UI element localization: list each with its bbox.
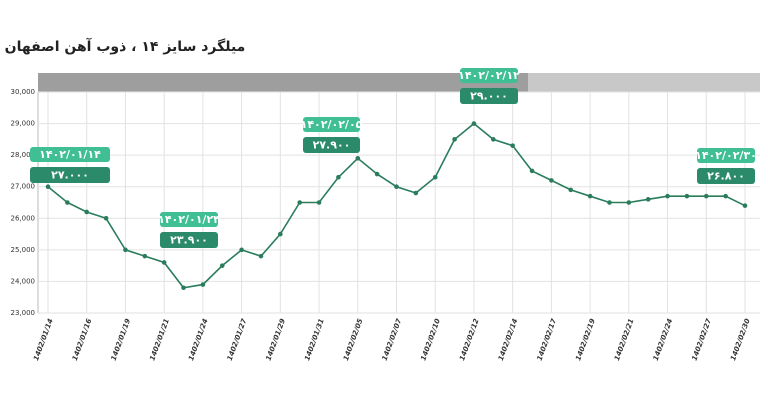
annotation-date: ۱۴۰۲/۰۱/۲۴ <box>158 213 220 226</box>
annotation-value: ۲۳.۹۰۰ <box>170 234 208 247</box>
point <box>491 137 496 142</box>
annotation-value: ۲۷.۹۰۰ <box>313 139 351 152</box>
x-tick-label: 1402/01/21 <box>148 318 171 362</box>
annotation-value-box <box>30 167 110 183</box>
point <box>239 247 244 253</box>
annotation-date-box <box>160 212 218 227</box>
range-slider-selection[interactable] <box>38 73 528 92</box>
y-tick-label: 24,000 <box>11 277 36 285</box>
x-tick-label: 1402/01/31 <box>303 318 326 362</box>
x-tick-label: 1402/02/10 <box>419 318 442 362</box>
annotation-value-box <box>303 137 360 153</box>
x-tick-label: 1402/02/07 <box>381 318 404 362</box>
point <box>568 187 574 193</box>
point <box>374 171 380 177</box>
y-tick-label: 29,000 <box>11 120 36 128</box>
x-tick-label: 1402/02/17 <box>536 318 559 362</box>
point <box>355 156 361 161</box>
annotation-date-box <box>460 68 518 83</box>
point <box>452 137 457 142</box>
point <box>45 184 51 190</box>
point <box>413 190 419 196</box>
point <box>703 193 709 199</box>
x-tick-label: 1402/02/05 <box>342 318 365 362</box>
point <box>626 200 632 205</box>
x-tick-label: 1402/01/16 <box>71 318 94 362</box>
point <box>258 253 264 259</box>
annotation-value-box <box>460 88 518 104</box>
annotation-value-box <box>697 168 755 184</box>
annotation-date-box <box>303 117 360 132</box>
annotation-date: ۱۴۰۲/۰۲/۰۵ <box>301 118 363 131</box>
point <box>645 197 651 202</box>
point <box>607 200 612 205</box>
point <box>665 193 670 199</box>
annotation-value: ۲۹.۰۰۰ <box>470 90 508 103</box>
annotation-date: ۱۴۰۲/۰۲/۱۲ <box>458 69 520 82</box>
point <box>742 203 748 208</box>
point <box>316 200 322 205</box>
y-tick-label: 23,000 <box>11 309 36 317</box>
y-tick-label: 30,000 <box>11 88 36 96</box>
point <box>219 263 225 268</box>
x-tick-label: 1402/02/27 <box>690 318 713 362</box>
x-tick-label: 1402/02/14 <box>497 318 520 362</box>
point <box>278 231 283 237</box>
point <box>65 200 70 205</box>
point <box>471 121 477 126</box>
y-tick-label: 26,000 <box>11 214 36 222</box>
y-tick-label: 25,000 <box>11 246 36 254</box>
point <box>549 178 554 183</box>
annotation-value-box <box>160 232 218 248</box>
y-tick-label: 28,000 <box>11 151 36 159</box>
point <box>161 260 167 265</box>
x-tick-label: 1402/02/30 <box>729 318 752 362</box>
x-tick-label: 1402/01/29 <box>264 318 287 362</box>
annotation-value: ۲۶.۸۰۰ <box>707 170 745 183</box>
point <box>684 193 690 199</box>
point <box>297 200 302 205</box>
point <box>142 253 148 259</box>
point <box>336 174 341 180</box>
point <box>181 285 186 291</box>
annotation-value: ۲۷.۰۰۰ <box>51 169 89 182</box>
point <box>84 209 90 215</box>
point <box>723 193 728 199</box>
point <box>510 143 515 148</box>
annotation-date: ۱۴۰۲/۰۲/۳۰ <box>695 149 757 162</box>
y-tick-label: 27,000 <box>11 183 36 191</box>
x-tick-label: 1402/01/19 <box>110 318 133 362</box>
annotation-date: ۱۴۰۲/۰۱/۱۴ <box>39 148 101 161</box>
x-tick-label: 1402/01/27 <box>226 318 249 362</box>
x-tick-label: 1402/02/19 <box>574 318 597 362</box>
point <box>394 184 399 190</box>
x-tick-label: 1402/02/21 <box>613 318 636 362</box>
x-tick-label: 1402/02/24 <box>652 318 675 362</box>
point <box>123 247 128 253</box>
point <box>103 215 109 221</box>
x-tick-label: 1402/02/12 <box>458 318 481 362</box>
chart-title: میلگرد سایز ۱۴ ، ذوب آهن اصفهان <box>5 37 246 55</box>
x-tick-label: 1402/01/14 <box>32 318 55 362</box>
annotation-date-box <box>697 148 755 163</box>
point <box>529 168 535 174</box>
point <box>200 282 206 287</box>
annotation-date-box <box>30 147 110 162</box>
point <box>587 193 593 199</box>
x-tick-label: 1402/01/24 <box>187 318 210 362</box>
point <box>432 174 438 180</box>
